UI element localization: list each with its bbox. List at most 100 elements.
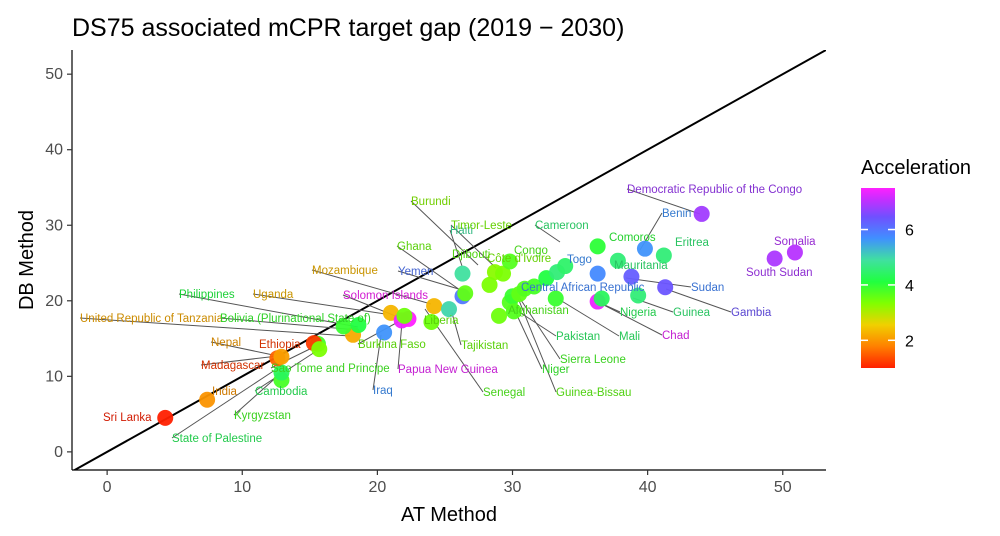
point-label-guinea: Guinea (673, 307, 711, 319)
x-tick-label: 50 (774, 479, 792, 496)
point-label-afghanistan: Afghanistan (508, 305, 569, 317)
point-kyrgyzstan (273, 364, 290, 381)
point-gambia-2 (657, 279, 674, 296)
point-label-burkina-faso: Burkina Faso (358, 339, 426, 351)
leader-line-timor-leste (450, 224, 497, 269)
leader-line-mozambique (311, 269, 432, 305)
leader-line-haiti (449, 229, 463, 267)
point-timor-leste (495, 265, 512, 282)
leader-line-uganda (252, 293, 386, 315)
point-label-liberia: Liberia (424, 315, 459, 327)
point-label-comoros: Comoros (609, 232, 656, 244)
point-c-te-d-ivoire (481, 276, 498, 293)
point-label-central-african-republic: Central African Republic (521, 282, 645, 294)
y-axis-title: DB Method (16, 210, 38, 310)
point-label-somalia: Somalia (774, 236, 816, 248)
point-label-congo: Congo (514, 245, 548, 257)
point-liberia (423, 313, 440, 330)
point-label-guinea-bissau: Guinea-Bissau (556, 387, 631, 399)
point-labels: Sri Lanka India State of Palestine Kyrgyzst… (80, 184, 816, 445)
chart-title: DS75 associated mCPR target gap (2019 − … (72, 14, 624, 42)
point-label-timor-leste: Timor-Leste (451, 220, 512, 232)
point-label-togo: Togo (567, 254, 592, 266)
x-axis-title: AT Method (401, 504, 497, 526)
point-congo (501, 253, 518, 270)
reference-line-group (72, 50, 826, 470)
y-axis-ticks: 0 10 20 30 40 50 (45, 66, 72, 461)
point-sierra-leone (526, 278, 543, 295)
point-label-nigeria: Nigeria (620, 307, 657, 319)
leader-line-united-republic-of-tanzania (79, 317, 351, 337)
point-label-india: India (212, 386, 238, 398)
leader-line-burundi (410, 200, 479, 266)
point-afghanistan (505, 303, 522, 320)
leader-line-papua-new-guinea (397, 321, 403, 370)
y-tick-label: 20 (45, 293, 63, 310)
point-label-mali: Mali (619, 331, 640, 343)
point-label-kyrgyzstan: Kyrgyzstan (234, 410, 291, 422)
point-cambodia (311, 341, 328, 358)
leader-line-cameroon (534, 224, 561, 243)
point-label-burundi: Burundi (411, 196, 451, 208)
point-label-djibouti: Djibouti (452, 249, 490, 261)
x-tick-label: 40 (639, 479, 657, 496)
legend-colorbar (861, 188, 895, 368)
legend-tick-label: 2 (905, 333, 914, 350)
leader-line-iraq (372, 334, 382, 391)
point-label-ethiopia: Ethiopia (259, 339, 301, 351)
point-label-sierra-leone: Sierra Leone (560, 354, 626, 366)
point-democratic-republic-of-the-congo (693, 205, 710, 222)
leader-line-state-of-palestine (171, 369, 276, 439)
point-label-south-sudan: South Sudan (746, 267, 813, 279)
point-label-united-republic-of-tanzania: United Republic of Tanzania (80, 313, 224, 325)
point-label-papua-new-guinea: Papua New Guinea (398, 364, 498, 376)
point-eritrea (655, 247, 672, 264)
y-tick-label: 50 (45, 66, 63, 83)
point-somalia (786, 244, 803, 261)
point-label-pakistan: Pakistan (556, 331, 600, 343)
point-philippines (350, 316, 367, 333)
legend-tick-label: 6 (905, 223, 914, 240)
point-label-state-of-palestine: State of Palestine (172, 433, 262, 445)
x-axis-ticks: 0 10 20 30 40 50 (103, 470, 792, 496)
point-label-mauritania: Mauritania (614, 260, 668, 272)
leader-line-madagascar (200, 355, 279, 366)
point-label-tajikistan: Tajikistan (461, 340, 508, 352)
point-nepal (273, 348, 290, 365)
point-label-sao-tome-and-principe: Sao Tome and Principe (271, 363, 390, 375)
point-benin (636, 240, 653, 257)
point-haiti (454, 265, 471, 282)
leader-line-guinea-bissau (515, 292, 557, 393)
point-iraq (376, 324, 393, 341)
leader-line-ghana (396, 245, 461, 291)
point-label-madagascar: Madagascar (201, 360, 264, 372)
legend-ticks: 2 4 6 (861, 223, 914, 350)
x-tick-label: 30 (504, 479, 522, 496)
point-label-sudan: Sudan (691, 282, 724, 294)
color-legend: Acceleration 2 4 6 (861, 157, 971, 368)
point-label-democratic-republic-of-the-congo: Democratic Republic of the Congo (627, 184, 802, 196)
point-mauritania (609, 252, 626, 269)
x-tick-label: 10 (233, 479, 251, 496)
legend-tick-label: 4 (905, 278, 914, 295)
point-label-cambodia: Cambodia (255, 386, 308, 398)
point-label-bolivia-plurinational-state-of: Bolivia (Plurinational State of) (220, 313, 371, 325)
leader-line-mali (559, 299, 620, 337)
leader-line-sierra-leone (514, 290, 561, 360)
point-label-ghana: Ghana (397, 241, 432, 253)
identity-line (72, 50, 826, 470)
point-djibouti (457, 285, 474, 302)
point-ghana (441, 301, 457, 318)
leader-line-democratic-republic-of-the-congo (626, 188, 701, 215)
point-sri-lanka (157, 409, 174, 426)
point-label-uganda: Uganda (253, 289, 294, 301)
y-tick-label: 10 (45, 368, 63, 385)
point-label-solomon-islands: Solomon Islands (343, 290, 428, 302)
point-india (199, 391, 216, 408)
x-tick-label: 0 (103, 479, 112, 496)
point-label-niger: Niger (542, 364, 570, 376)
point-label-yemen: Yemen (398, 266, 433, 278)
data-points (157, 205, 803, 426)
leader-line-bolivia-plurinational-state-of (219, 317, 359, 331)
